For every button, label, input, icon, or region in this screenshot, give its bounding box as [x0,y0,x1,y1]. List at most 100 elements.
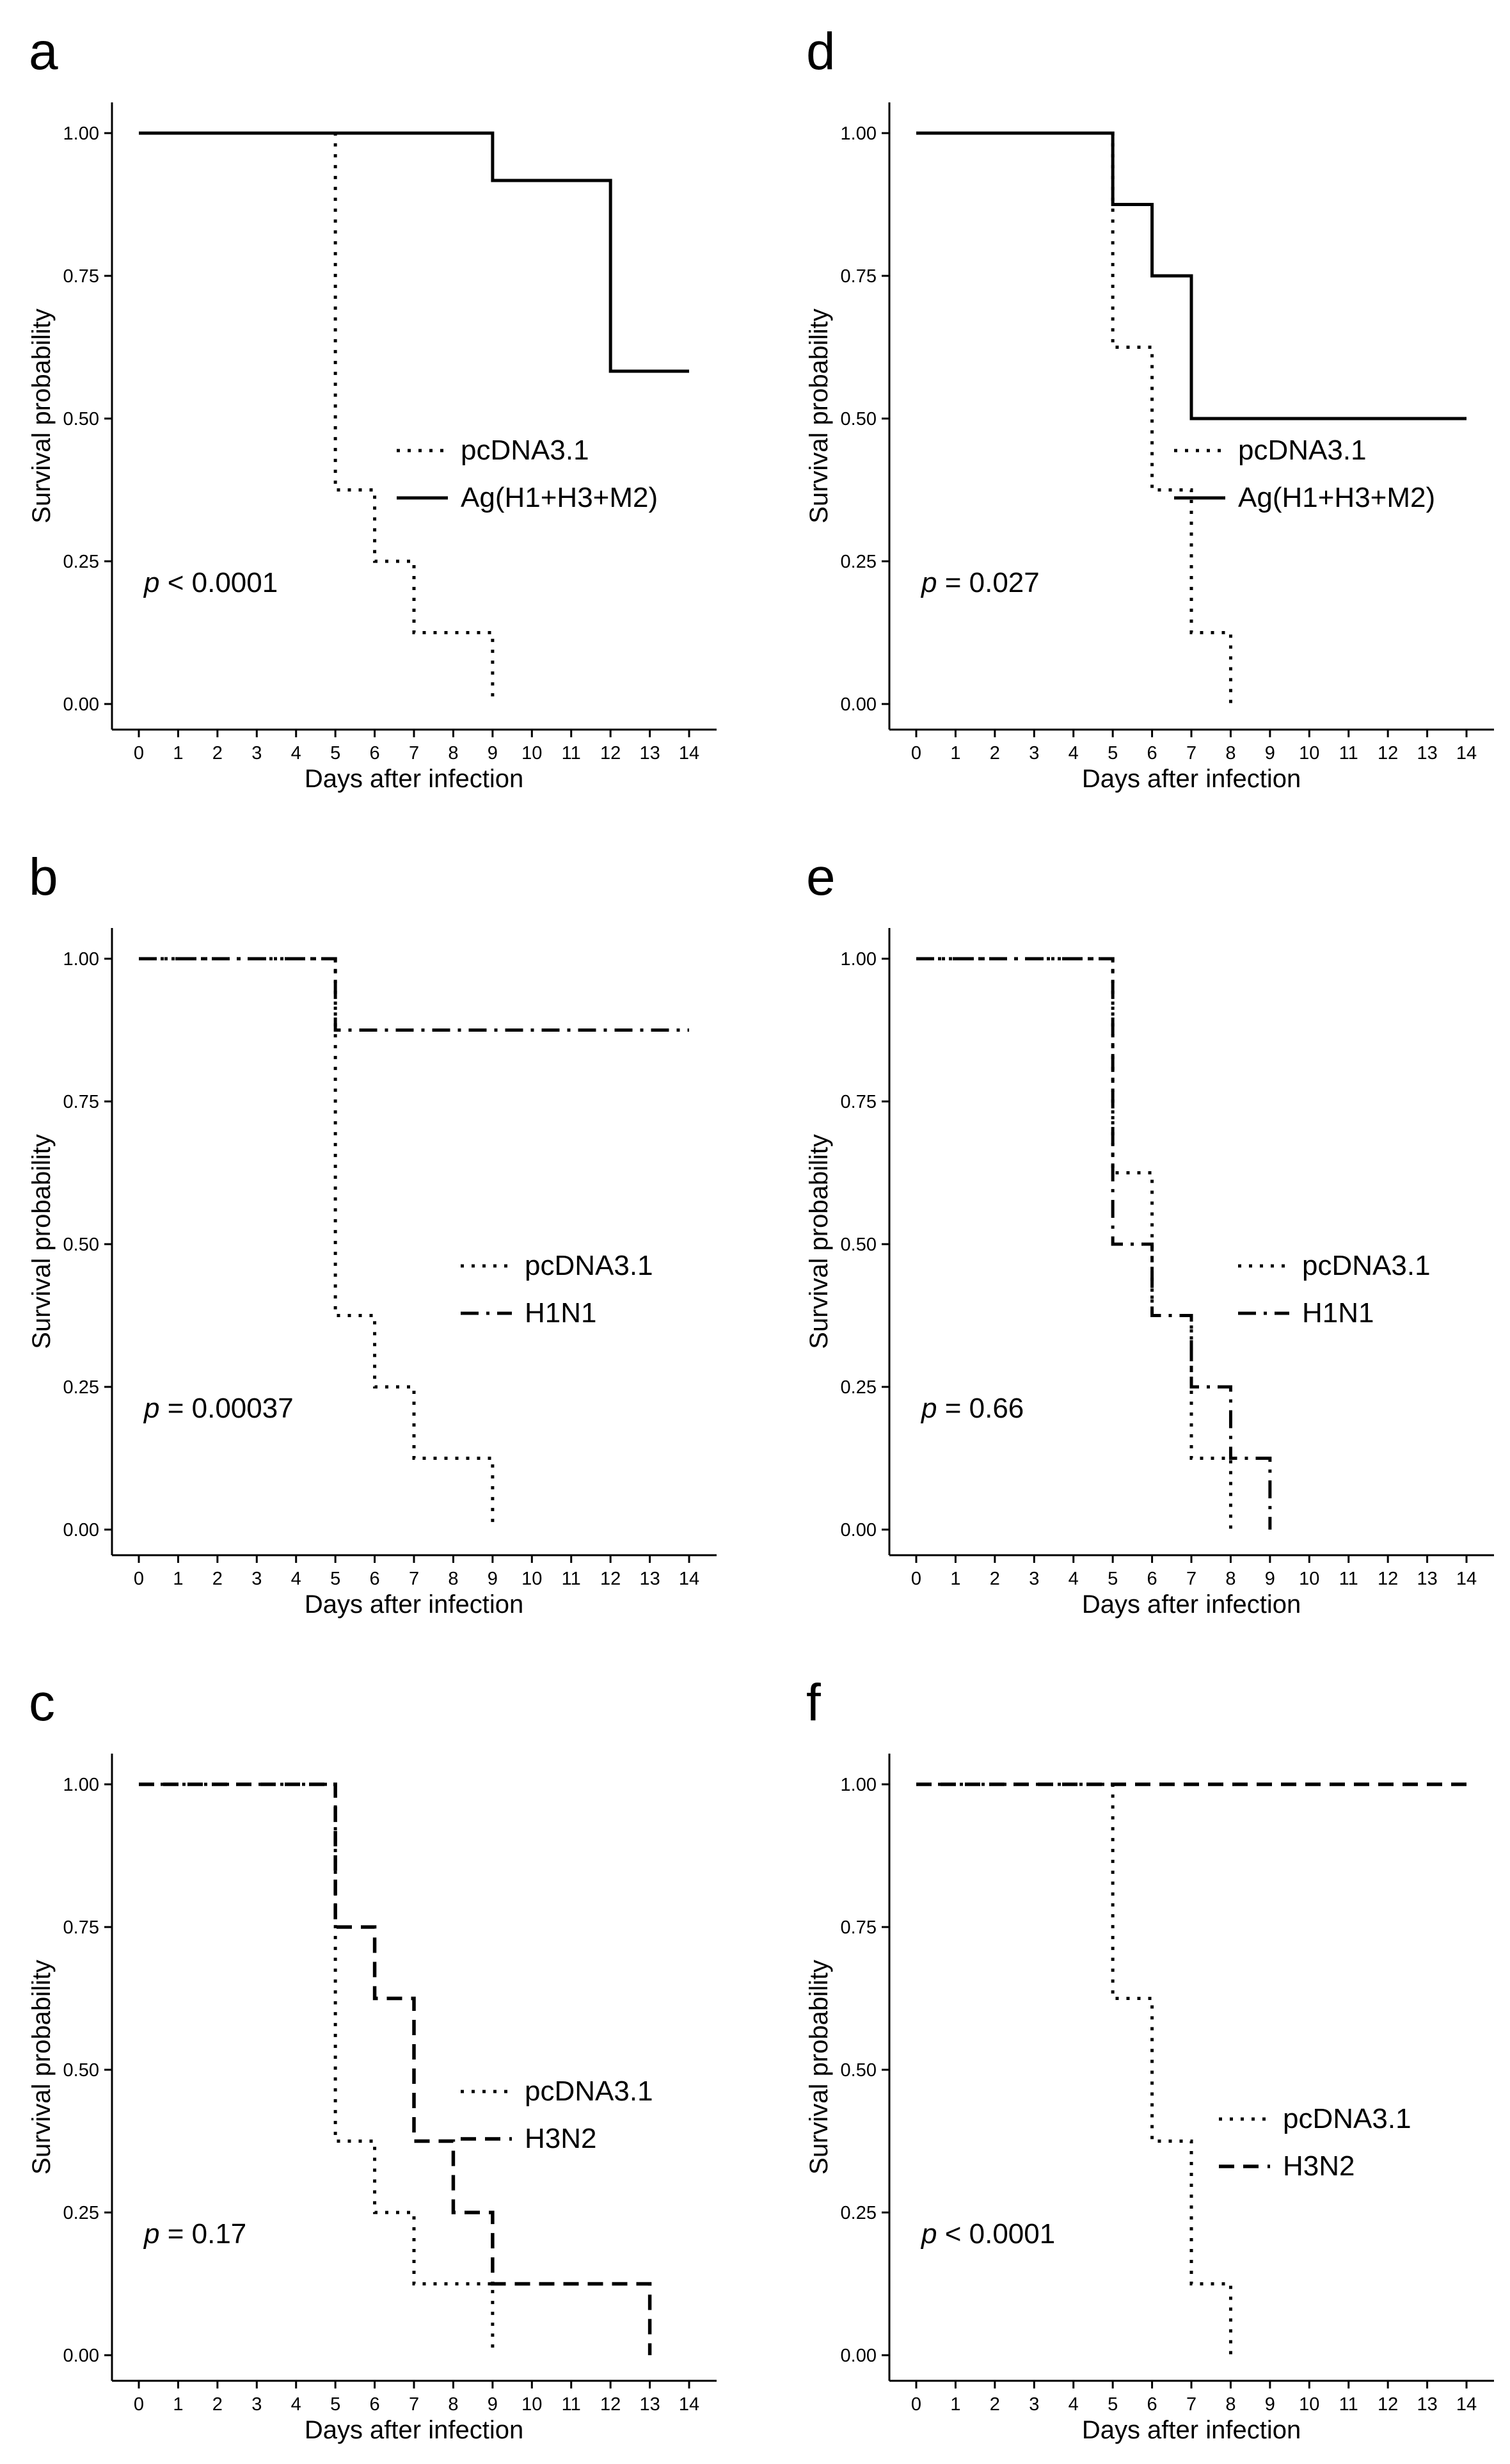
x-tick-label: 14 [1456,2394,1477,2415]
x-tick-label: 0 [911,1569,921,1589]
x-tick-label: 11 [562,743,581,764]
x-tick-label: 14 [679,1569,699,1589]
p-value-text: = 0.66 [937,1393,1024,1424]
panel-b: b0.000.250.500.751.000 1 2 3 4 5 6 7 8 9 10 11 12 13 1… [28,848,717,1619]
series-line-pcdna3-1 [916,131,1232,704]
x-tick-label: 9 [488,743,498,764]
y-tick-label: 0.00 [841,2346,877,2366]
p-value: p = 0.00037 [143,1393,294,1424]
p-symbol: p [920,567,937,598]
x-tick-label: 2 [212,743,223,764]
series-line-pcdna3-1 [916,957,1232,1530]
y-tick-label: 0.25 [63,1377,99,1398]
panel-letter: f [806,1674,821,1732]
series-line-ag-h1-h3-m2 [139,131,690,373]
p-value-text: < 0.0001 [937,2218,1055,2250]
x-tick-label: 6 [370,743,380,764]
x-tick-label: 14 [1456,743,1477,764]
x-tick-label: 4 [291,2394,301,2415]
x-tick-label: 6 [1147,743,1157,764]
y-tick-label: 0.50 [63,409,99,429]
panel-a: a0.000.250.500.751.000 1 2 3 4 5 6 7 8 9 10 11 12 13 1… [28,22,717,793]
x-tick-label: 5 [330,2394,340,2415]
panel-c: c0.000.250.500.751.000 1 2 3 4 5 6 7 8 9 10 11 12 13 1… [28,1674,717,2444]
x-tick-label: 8 [448,1569,458,1589]
x-tick-label: 12 [1378,743,1398,764]
x-tick-label: 11 [1339,2394,1358,2415]
x-axis-title: Days after infection [1082,765,1301,793]
series-line-h3n2 [139,1782,652,2355]
y-tick-label: 0.00 [63,2346,99,2366]
panel-letter: c [29,1674,55,1732]
panel-letter: a [29,22,58,81]
x-tick-label: 14 [679,743,699,764]
x-tick-label: 6 [1147,1569,1157,1589]
x-tick-label: 10 [521,1569,542,1589]
legend-label: Ag(H1+H3+M2) [461,482,658,513]
x-tick-label: 5 [1108,2394,1118,2415]
panel-f: f0.000.250.500.751.000 1 2 3 4 5 6 7 8 9 10 11 12 13 1… [805,1674,1494,2444]
x-tick-label: 10 [1299,2394,1319,2415]
p-value-text: < 0.0001 [159,567,278,598]
legend-label: pcDNA3.1 [1302,1250,1431,1281]
x-tick-label: 12 [600,2394,621,2415]
legend-label: H1N1 [1302,1297,1374,1329]
x-tick-label: 5 [1108,743,1118,764]
y-tick-label: 0.25 [63,552,99,572]
x-tick-label: 0 [134,743,144,764]
x-tick-label: 13 [639,2394,660,2415]
x-tick-label: 2 [990,1569,1000,1589]
x-tick-label: 2 [212,2394,223,2415]
x-tick-label: 8 [1225,743,1236,764]
y-tick-label: 0.75 [63,1917,99,1938]
x-tick-label: 1 [173,1569,183,1589]
p-value-text: = 0.027 [937,567,1039,598]
x-tick-label: 1 [173,743,183,764]
x-tick-label: 0 [911,2394,921,2415]
y-axis-title: Survival probability [28,308,56,524]
x-tick-label: 4 [1069,2394,1079,2415]
x-axis-title: Days after infection [1082,2416,1301,2444]
legend-label: pcDNA3.1 [1283,2103,1411,2134]
x-tick-label: 6 [1147,2394,1157,2415]
y-tick-label: 0.25 [841,1377,877,1398]
y-tick-label: 0.75 [841,1092,877,1112]
x-axis-title: Days after infection [305,2416,523,2444]
x-tick-label: 2 [212,1569,223,1589]
x-tick-label: 10 [1299,1569,1319,1589]
x-tick-label: 4 [291,1569,301,1589]
y-tick-label: 0.75 [841,266,877,287]
x-tick-label: 9 [1265,2394,1275,2415]
x-tick-label: 3 [1029,743,1039,764]
series-line-pcdna3-1 [139,1782,495,2355]
x-tick-label: 7 [1186,743,1196,764]
series-line-h1n1 [916,957,1272,1530]
x-tick-label: 3 [1029,2394,1039,2415]
x-tick-label: 6 [370,1569,380,1589]
p-value: p < 0.0001 [143,567,278,598]
y-axis-title: Survival probability [805,1134,833,1349]
x-tick-label: 10 [521,743,542,764]
y-tick-label: 0.25 [841,552,877,572]
y-tick-label: 0.50 [841,2060,877,2081]
x-tick-label: 5 [330,1569,340,1589]
y-tick-label: 0.00 [63,1520,99,1540]
x-tick-label: 11 [1339,1569,1358,1589]
series-line-h1n1 [139,957,690,1032]
y-tick-label: 0.00 [841,1520,877,1540]
x-tick-label: 11 [562,2394,581,2415]
x-tick-label: 3 [251,2394,262,2415]
y-tick-label: 1.00 [841,949,877,970]
x-tick-label: 12 [600,1569,621,1589]
y-tick-label: 1.00 [63,124,99,144]
x-tick-label: 8 [448,2394,458,2415]
legend-label: pcDNA3.1 [525,1250,653,1281]
x-tick-label: 13 [639,743,660,764]
x-tick-label: 14 [679,2394,699,2415]
p-value-text: = 0.00037 [159,1393,293,1424]
x-tick-label: 13 [639,1569,660,1589]
x-axis-title: Days after infection [1082,1590,1301,1619]
y-tick-label: 0.50 [841,409,877,429]
legend-label: Ag(H1+H3+M2) [1238,482,1435,513]
